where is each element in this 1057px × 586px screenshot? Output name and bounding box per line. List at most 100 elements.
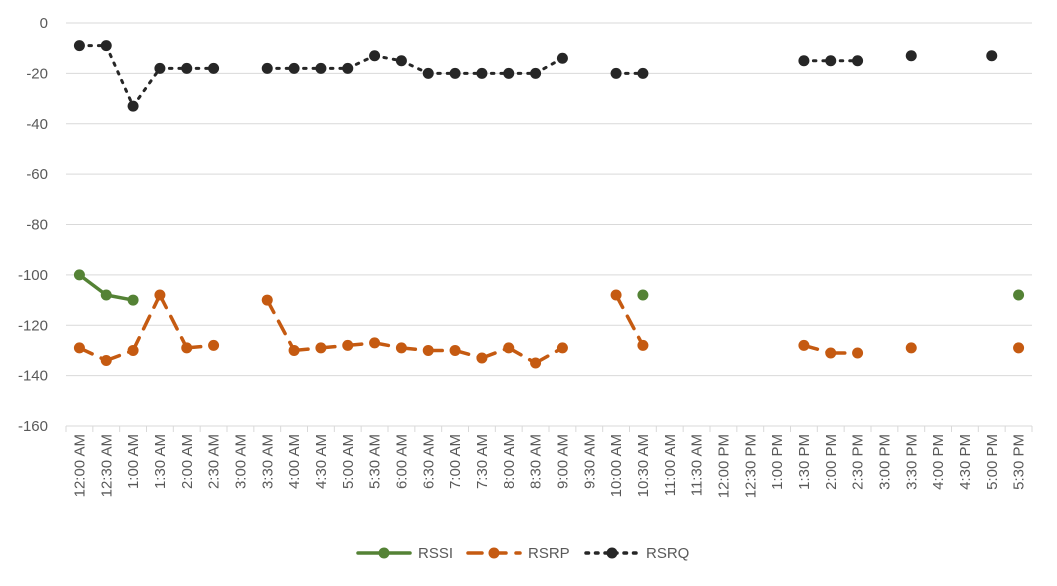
data-point bbox=[1013, 342, 1025, 354]
x-tick-label: 3:00 AM bbox=[232, 434, 249, 489]
data-point bbox=[449, 67, 461, 79]
legend-swatch-marker bbox=[488, 547, 500, 559]
data-point bbox=[288, 62, 300, 74]
y-tick-label: 0 bbox=[40, 15, 48, 32]
data-point bbox=[503, 342, 515, 354]
data-point bbox=[100, 289, 112, 301]
legend-label: RSSI bbox=[418, 545, 453, 562]
data-point bbox=[395, 342, 407, 354]
data-point bbox=[181, 342, 193, 354]
x-tick-label: 7:00 AM bbox=[447, 434, 464, 489]
data-point bbox=[503, 67, 515, 79]
data-point bbox=[261, 62, 273, 74]
x-tick-label: 5:00 PM bbox=[984, 434, 1001, 490]
series-rsrq bbox=[73, 40, 998, 112]
gridlines bbox=[66, 22, 1032, 427]
y-tick-label: -100 bbox=[18, 267, 48, 284]
data-point bbox=[1013, 289, 1025, 301]
x-tick-label: 3:30 AM bbox=[259, 434, 276, 489]
x-tick-label: 11:00 AM bbox=[662, 434, 679, 496]
x-tick-label: 1:00 PM bbox=[769, 434, 786, 490]
x-tick-label: 1:30 PM bbox=[796, 434, 813, 490]
data-point bbox=[637, 289, 649, 301]
data-point bbox=[905, 342, 917, 354]
data-point bbox=[208, 339, 220, 351]
x-tick-label: 2:00 PM bbox=[823, 434, 840, 490]
y-tick-label: -160 bbox=[18, 418, 48, 435]
data-point bbox=[73, 40, 85, 52]
x-tick-label: 10:00 AM bbox=[608, 434, 625, 497]
x-tick-label: 1:00 AM bbox=[125, 434, 142, 489]
legend-item-rsrp: RSRP bbox=[466, 545, 570, 562]
y-tick-label: -60 bbox=[26, 166, 48, 183]
legend-label: RSRQ bbox=[646, 545, 689, 562]
series-line-segment bbox=[104, 44, 135, 108]
data-point bbox=[986, 50, 998, 62]
series-line-segment bbox=[131, 293, 162, 353]
x-tick-label: 9:30 AM bbox=[581, 434, 598, 489]
y-tick-label: -120 bbox=[18, 317, 48, 334]
y-tick-label: -80 bbox=[26, 217, 48, 234]
x-tick-label: 5:30 AM bbox=[367, 434, 384, 489]
x-tick-label: 12:00 AM bbox=[71, 434, 88, 497]
data-point bbox=[342, 62, 354, 74]
data-point bbox=[825, 347, 837, 359]
y-tick-label: -20 bbox=[26, 65, 48, 82]
legend-item-rssi: RSSI bbox=[356, 545, 453, 562]
data-point bbox=[127, 294, 139, 306]
series-rssi bbox=[73, 269, 1025, 306]
y-tick-label: -40 bbox=[26, 116, 48, 133]
x-tick-label: 6:00 AM bbox=[393, 434, 410, 489]
data-point bbox=[422, 67, 434, 79]
series-line-segment bbox=[158, 293, 189, 350]
x-tick-label: 12:30 AM bbox=[98, 434, 115, 497]
x-tick-label: 5:00 AM bbox=[340, 434, 357, 489]
data-point bbox=[798, 55, 810, 67]
x-tick-label: 7:30 AM bbox=[474, 434, 491, 489]
data-point bbox=[798, 339, 810, 351]
data-point bbox=[127, 344, 139, 356]
x-tick-label: 8:00 AM bbox=[501, 434, 518, 489]
x-tick-label: 12:00 PM bbox=[715, 434, 732, 498]
legend-swatch-marker bbox=[606, 547, 618, 559]
data-point bbox=[422, 344, 434, 356]
data-point bbox=[610, 67, 622, 79]
data-point bbox=[315, 342, 327, 354]
x-tick-label: 10:30 AM bbox=[635, 434, 652, 497]
data-point bbox=[100, 40, 112, 52]
data-point bbox=[261, 294, 273, 306]
x-tick-label: 3:30 PM bbox=[903, 434, 920, 490]
series-layer bbox=[73, 40, 1025, 369]
data-point bbox=[905, 50, 917, 62]
legend-item-rsrq: RSRQ bbox=[584, 545, 689, 562]
y-tick-label: -140 bbox=[18, 368, 48, 385]
x-tick-label: 2:00 AM bbox=[179, 434, 196, 489]
x-tick-label: 8:30 AM bbox=[528, 434, 545, 489]
series-line-segment bbox=[131, 66, 162, 108]
data-point bbox=[395, 55, 407, 67]
data-point bbox=[154, 289, 166, 301]
data-point bbox=[181, 62, 193, 74]
x-tick-label: 3:00 PM bbox=[876, 434, 893, 490]
data-point bbox=[154, 62, 166, 74]
x-tick-label: 4:30 AM bbox=[313, 434, 330, 489]
data-point bbox=[556, 342, 568, 354]
x-tick-label: 4:30 PM bbox=[957, 434, 974, 490]
x-tick-label: 5:30 PM bbox=[1011, 434, 1028, 490]
data-point bbox=[100, 355, 112, 367]
x-axis: 12:00 AM 12:30 AM 1:00 AM 1:30 AM 2:00 AM 2:3… bbox=[65, 426, 1033, 498]
data-point bbox=[449, 344, 461, 356]
data-point bbox=[476, 352, 488, 364]
x-tick-label: 9:00 AM bbox=[554, 434, 571, 489]
data-point bbox=[852, 347, 864, 359]
x-tick-label: 2:30 PM bbox=[850, 434, 867, 490]
data-point bbox=[369, 50, 381, 62]
data-point bbox=[127, 100, 139, 112]
data-point bbox=[288, 344, 300, 356]
data-point bbox=[530, 357, 542, 369]
series-line-segment bbox=[77, 273, 108, 297]
x-tick-label: 11:30 AM bbox=[689, 434, 706, 496]
x-tick-label: 6:30 AM bbox=[420, 434, 437, 489]
